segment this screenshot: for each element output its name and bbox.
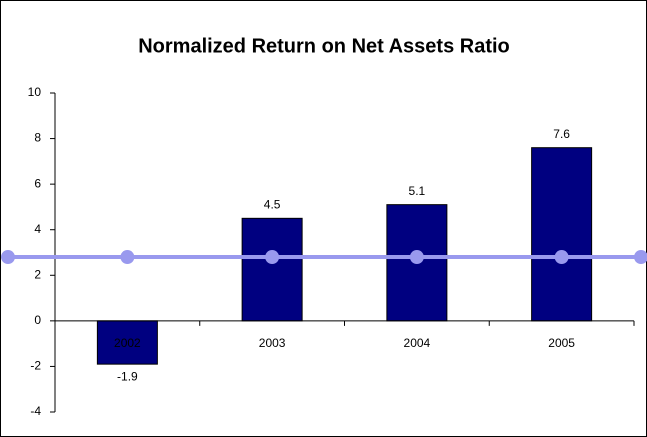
line-marker — [265, 250, 280, 265]
y-tick-label: 8 — [34, 131, 41, 145]
line-marker — [120, 250, 135, 265]
data-label: 4.5 — [264, 197, 281, 211]
x-tick-label: 2004 — [404, 336, 431, 350]
line-marker — [1, 250, 15, 265]
line-marker — [409, 250, 424, 265]
y-tick-label: 6 — [34, 176, 41, 190]
bar — [241, 217, 303, 322]
line-marker — [554, 250, 569, 265]
bar — [96, 320, 158, 365]
y-tick-label: -2 — [30, 359, 41, 373]
x-tick-label: 2005 — [548, 336, 575, 350]
y-tick-label: 4 — [34, 222, 41, 236]
data-label: 7.6 — [553, 127, 570, 141]
line-marker — [634, 250, 647, 265]
y-tick-label: -4 — [30, 404, 41, 418]
data-label: 5.1 — [409, 184, 426, 198]
y-tick-label: 0 — [34, 313, 41, 327]
chart-title: Normalized Return on Net Assets Ratio — [138, 35, 510, 57]
x-tick-label: 2002 — [114, 336, 141, 350]
y-tick-label: 10 — [28, 85, 42, 99]
bar — [531, 147, 593, 322]
x-tick-label: 2003 — [259, 336, 286, 350]
y-tick-label: 2 — [34, 267, 41, 281]
data-label: -1.9 — [117, 369, 138, 383]
